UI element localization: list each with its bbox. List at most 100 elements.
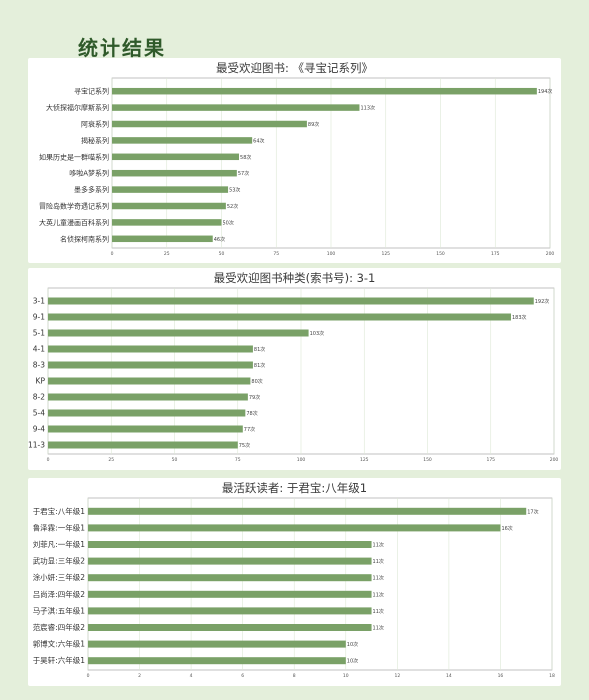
x-tick-label: 200 <box>550 457 559 463</box>
data-label: 11次 <box>373 591 384 598</box>
x-tick-label: 16 <box>498 673 504 679</box>
category-label: 武功显:三年级2 <box>33 556 86 566</box>
bar <box>112 120 307 128</box>
bar <box>88 607 372 615</box>
category-label: 吕尚泽:四年级2 <box>33 589 86 599</box>
bar <box>48 297 534 305</box>
x-tick-label: 75 <box>273 251 279 257</box>
bar <box>88 507 527 515</box>
chart-panel-readers: 最活跃读者: 于君宝:八年级1 0 2 4 6 8 10 12 14 16 18 于君宝:八年级1 17… <box>28 478 561 686</box>
chart-panel-categories: 最受欢迎图书种类(索书号): 3-1 0 25 50 75 100 125 150 175 200… <box>28 268 561 470</box>
category-label: 大英儿童漫画百科系列 <box>39 218 109 227</box>
data-label: 17次 <box>527 508 538 515</box>
x-tick-label: 175 <box>491 251 500 257</box>
data-label: 10次 <box>347 658 358 665</box>
data-label: 113次 <box>360 105 375 112</box>
data-label: 11次 <box>373 608 384 615</box>
category-label: 名侦探柯南系列 <box>60 234 109 243</box>
category-label: 冒险岛数学奇遇记系列 <box>39 202 109 211</box>
bar <box>88 640 346 648</box>
data-label: 11次 <box>373 575 384 582</box>
category-label: 11-3 <box>28 441 45 450</box>
x-tick-label: 10 <box>343 673 349 679</box>
x-tick-label: 2 <box>138 673 141 679</box>
bar <box>112 153 240 161</box>
bar <box>48 361 253 369</box>
x-tick-label: 0 <box>111 251 114 257</box>
bar <box>48 393 248 401</box>
bar <box>48 441 238 449</box>
bar <box>88 590 372 598</box>
x-tick-label: 125 <box>360 457 369 463</box>
data-label: 52次 <box>227 203 238 210</box>
x-tick-label: 100 <box>327 251 336 257</box>
x-tick-label: 4 <box>190 673 193 679</box>
x-tick-label: 0 <box>87 673 90 679</box>
bar <box>48 329 309 337</box>
bar <box>88 574 372 582</box>
bar <box>112 169 237 177</box>
data-label: 16次 <box>501 525 512 532</box>
x-tick-label: 25 <box>108 457 114 463</box>
data-label: 57次 <box>238 170 249 177</box>
data-label: 192次 <box>535 298 550 305</box>
x-tick-label: 50 <box>219 251 225 257</box>
x-tick-label: 14 <box>446 673 452 679</box>
chart-title: 最活跃读者: 于君宝:八年级1 <box>222 481 367 495</box>
data-label: 64次 <box>253 137 264 144</box>
x-tick-label: 100 <box>297 457 306 463</box>
x-tick-label: 6 <box>241 673 244 679</box>
bar <box>48 377 251 385</box>
category-label: 鲁泽霖:一年级1 <box>33 522 86 532</box>
bar <box>88 557 372 565</box>
category-label: 5-4 <box>33 409 45 418</box>
data-label: 103次 <box>310 330 325 337</box>
category-label: 于昊轩:六年级1 <box>33 655 86 665</box>
data-label: 75次 <box>239 442 250 449</box>
page-title: 统计结果 <box>78 36 166 60</box>
x-tick-label: 50 <box>172 457 178 463</box>
data-label: 11次 <box>373 558 384 565</box>
category-label: 范宸睿:四年级2 <box>33 622 86 632</box>
category-label: 马子淇:五年级1 <box>33 605 86 615</box>
x-tick-label: 175 <box>486 457 495 463</box>
data-label: 80次 <box>251 378 262 385</box>
category-label: 刘菲凡:一年级1 <box>33 539 86 549</box>
data-label: 53次 <box>229 187 240 194</box>
x-tick-label: 150 <box>436 251 445 257</box>
x-tick-label: 0 <box>47 457 50 463</box>
category-label: 9-1 <box>33 313 45 322</box>
data-label: 183次 <box>512 314 527 321</box>
category-label: 揭秘系列 <box>81 136 109 145</box>
data-label: 89次 <box>308 121 319 128</box>
chart-title: 最受欢迎图书: 《寻宝记系列》 <box>216 61 373 75</box>
data-label: 10次 <box>347 641 358 648</box>
data-label: 11次 <box>373 625 384 632</box>
x-tick-label: 25 <box>164 251 170 257</box>
chart-readers: 最活跃读者: 于君宝:八年级1 0 2 4 6 8 10 12 14 16 18 于君宝:八年级1 17… <box>33 481 555 679</box>
category-label: 8-3 <box>33 361 45 370</box>
x-tick-label: 75 <box>235 457 241 463</box>
bar <box>112 202 226 210</box>
bar <box>88 624 372 631</box>
data-label: 81次 <box>254 346 265 353</box>
data-label: 78次 <box>246 410 257 417</box>
data-label: 194次 <box>538 88 553 95</box>
category-label: 哆啦A梦系列 <box>69 169 109 178</box>
data-label: 50次 <box>223 219 234 226</box>
bar <box>48 313 511 321</box>
bar <box>112 87 537 95</box>
bar <box>88 657 346 665</box>
chart-categories: 最受欢迎图书种类(索书号): 3-1 0 25 50 75 100 125 150 175 200… <box>28 271 559 463</box>
category-label: 墨多多系列 <box>74 185 109 194</box>
bar <box>88 541 372 548</box>
bar <box>112 186 229 193</box>
category-label: 5-1 <box>33 329 45 338</box>
category-label: KP <box>36 377 46 386</box>
chart-title: 最受欢迎图书种类(索书号): 3-1 <box>214 271 376 285</box>
category-label: 阿衰系列 <box>81 120 109 129</box>
data-label: 58次 <box>240 154 251 161</box>
data-label: 46次 <box>214 236 225 243</box>
bar <box>48 409 246 417</box>
category-label: 于君宝:八年级1 <box>33 506 86 516</box>
